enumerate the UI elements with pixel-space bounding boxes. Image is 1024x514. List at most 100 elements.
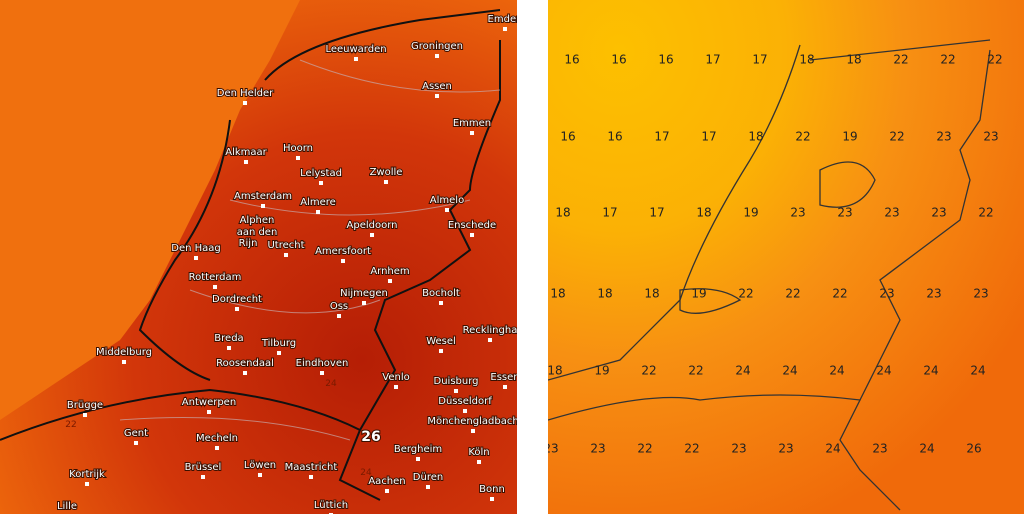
- city-dot: [477, 460, 481, 464]
- city-label: Bergheim: [394, 444, 442, 455]
- temperature-value: 18: [547, 364, 562, 378]
- city-label: Dordrecht: [212, 294, 262, 305]
- city-label: Duisburg: [434, 376, 479, 387]
- temperature-value: 22: [684, 442, 699, 456]
- temperature-label: 22: [65, 420, 76, 430]
- temperature-value: 22: [795, 130, 810, 144]
- city-label: Emden: [488, 14, 523, 25]
- city-label: Middelburg: [96, 347, 152, 358]
- city-dot: [445, 208, 449, 212]
- city-dot: [470, 233, 474, 237]
- city-label: Gent: [124, 428, 148, 439]
- city-label: Amersfoort: [315, 246, 371, 257]
- city-dot: [320, 371, 324, 375]
- city-dot: [362, 301, 366, 305]
- city-label: Antwerpen: [182, 397, 236, 408]
- temperature-value: 18: [696, 206, 711, 220]
- city-label: Nijmegen: [340, 288, 388, 299]
- city-dot: [277, 351, 281, 355]
- city-label: aan den: [237, 227, 278, 238]
- temperature-value: 23: [973, 287, 988, 301]
- city-dot: [85, 482, 89, 486]
- city-label: Mönchengladbach: [427, 416, 518, 427]
- city-label: Apeldoorn: [347, 220, 398, 231]
- city-dot: [503, 27, 507, 31]
- city-dot: [337, 314, 341, 318]
- temperature-value: 16: [607, 130, 622, 144]
- temperature-value: 18: [799, 53, 814, 67]
- temperature-value: 24: [829, 364, 844, 378]
- city-label: Rijn: [239, 238, 258, 249]
- temperature-value: 23: [590, 442, 605, 456]
- city-label: Alphen: [240, 215, 275, 226]
- city-dot: [370, 233, 374, 237]
- temperature-value: 18: [597, 287, 612, 301]
- city-label: Aachen: [368, 476, 405, 487]
- temperature-value: 19: [691, 287, 706, 301]
- city-dot: [488, 338, 492, 342]
- temperature-value: 17: [701, 130, 716, 144]
- temperature-value: 18: [846, 53, 861, 67]
- temperature-value: 16: [611, 53, 626, 67]
- city-dot: [213, 285, 217, 289]
- city-dot: [243, 101, 247, 105]
- city-label: Köln: [468, 447, 489, 458]
- temperature-value: 23: [543, 442, 558, 456]
- city-label: Almelo: [430, 195, 464, 206]
- city-label: Lille: [57, 501, 77, 512]
- city-label: Emmen: [453, 118, 491, 129]
- city-dot: [319, 181, 323, 185]
- city-dot: [261, 204, 265, 208]
- city-dot: [309, 475, 313, 479]
- city-dot: [439, 349, 443, 353]
- city-dot: [296, 156, 300, 160]
- temperature-value: 17: [752, 53, 767, 67]
- city-dot: [435, 54, 439, 58]
- temperature-label: 24: [360, 468, 372, 478]
- temperature-value: 19: [743, 206, 758, 220]
- temperature-value: 23: [837, 206, 852, 220]
- city-dot: [235, 307, 239, 311]
- city-dot: [354, 57, 358, 61]
- city-label: Arnhem: [370, 266, 409, 277]
- city-label: Venlo: [382, 372, 409, 383]
- temperature-label: 26: [361, 429, 380, 445]
- temperature-value: 23: [936, 130, 951, 144]
- city-dot: [134, 441, 138, 445]
- temperature-value: 26: [966, 442, 981, 456]
- city-dot: [470, 131, 474, 135]
- temperature-value: 16: [564, 53, 579, 67]
- temperature-value: 17: [654, 130, 669, 144]
- temperature-value: 23: [790, 206, 805, 220]
- temperature-value: 23: [931, 206, 946, 220]
- city-label: Rotterdam: [189, 272, 242, 283]
- city-dot: [394, 385, 398, 389]
- temperature-value: 17: [602, 206, 617, 220]
- city-label: Amsterdam: [234, 191, 292, 202]
- city-label: Eindhoven: [296, 358, 349, 369]
- city-dot: [426, 485, 430, 489]
- city-label: Düren: [413, 472, 443, 483]
- city-dot: [416, 457, 420, 461]
- temperature-value: 16: [658, 53, 673, 67]
- city-label: Alkmaar: [225, 147, 267, 158]
- temperature-value: 22: [832, 287, 847, 301]
- temperature-value: 18: [644, 287, 659, 301]
- city-dot: [435, 94, 439, 98]
- city-label: Roosendaal: [216, 358, 274, 369]
- temperature-value: 23: [884, 206, 899, 220]
- city-label: Breda: [214, 333, 243, 344]
- city-dot: [227, 346, 231, 350]
- temperature-value: 22: [889, 130, 904, 144]
- temperature-value: 23: [872, 442, 887, 456]
- temperature-value: 17: [705, 53, 720, 67]
- city-dot: [316, 210, 320, 214]
- city-dot: [284, 253, 288, 257]
- city-dot: [463, 409, 467, 413]
- city-label: Den Helder: [217, 88, 274, 99]
- city-label: Bocholt: [422, 288, 460, 299]
- temperature-value: 22: [978, 206, 993, 220]
- city-label: Oss: [330, 301, 348, 312]
- city-dot: [439, 301, 443, 305]
- temperature-value: 22: [940, 53, 955, 67]
